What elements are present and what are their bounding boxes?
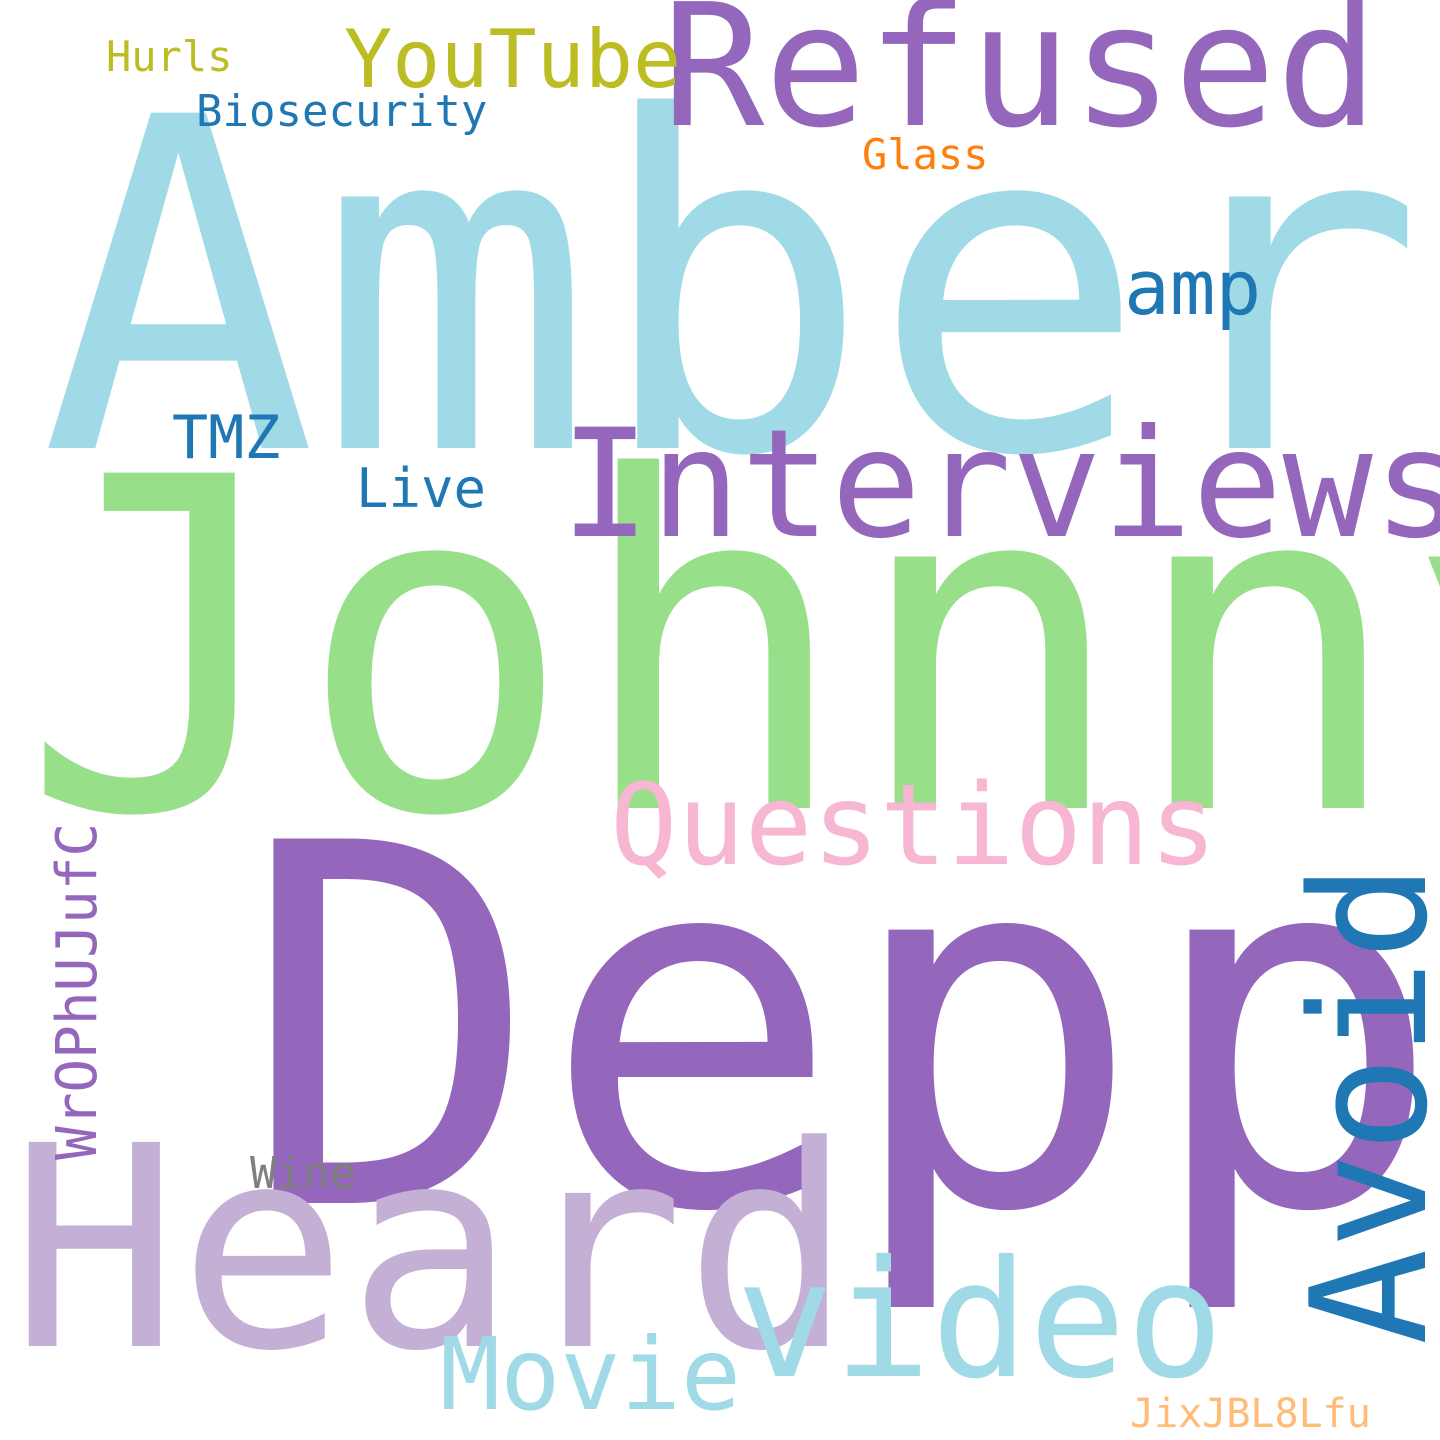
word-biosecurity: Biosecurity [196,86,488,137]
word-interviews: Interviews [560,398,1440,572]
word-heard: Heard [10,1087,853,1413]
word-jixjbl8lfu: JixJBL8Lfu [1130,1391,1371,1437]
word-questions: Questions [610,761,1217,891]
word-refused: Refused [662,0,1379,166]
word-movie: Movie [440,1316,742,1433]
word-wine: Wine [250,1148,356,1199]
word-johnny: Johnny [20,382,1440,917]
word-depp: Depp [240,739,1440,1321]
word-tmz: TMZ [172,403,281,473]
word-wrophujufc: WrOPhUJufC [45,822,110,1160]
word-glass: Glass [862,130,989,179]
word-amber: Amber [40,22,1425,557]
word-hurls: Hurls [106,32,233,81]
word-video: video [736,1227,1224,1415]
word-youtube: YouTube [344,13,682,106]
word-amp: amp [1124,243,1262,332]
word-avoid: Avoid [1276,863,1440,1345]
word-live: Live [356,457,487,520]
